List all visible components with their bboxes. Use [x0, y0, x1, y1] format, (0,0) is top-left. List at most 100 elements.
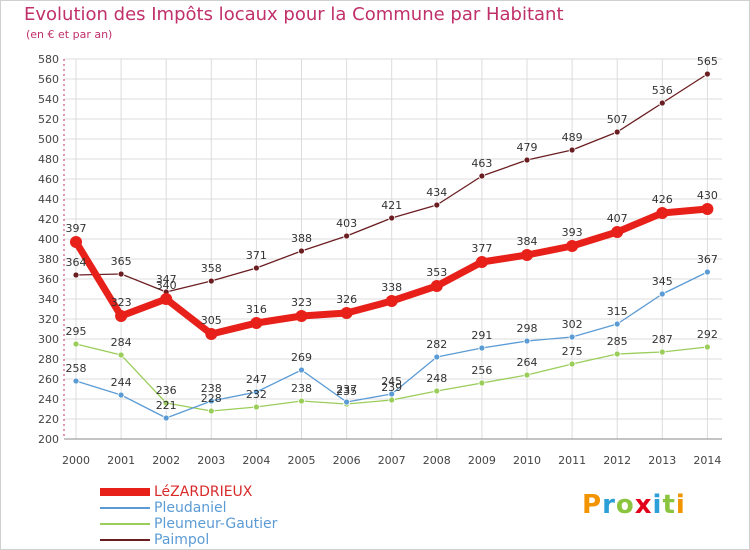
legend-item: LéZARDRIEUX — [100, 484, 277, 500]
data-point — [478, 379, 486, 387]
y-tick-label: 300 — [38, 333, 59, 346]
data-label: 244 — [111, 376, 132, 389]
data-label: 258 — [66, 362, 87, 375]
data-point — [160, 293, 173, 305]
data-label: 421 — [381, 199, 402, 212]
data-point — [478, 344, 486, 352]
data-label: 358 — [201, 262, 222, 275]
x-tick-label: 2014 — [693, 454, 721, 467]
x-tick-label: 2010 — [513, 454, 541, 467]
data-label: 256 — [471, 364, 492, 377]
plot-area — [64, 59, 722, 439]
legend-label: Pleudaniel — [154, 500, 227, 516]
data-label: 235 — [336, 385, 357, 398]
data-point — [117, 351, 125, 359]
data-label: 365 — [111, 255, 132, 268]
data-point — [613, 320, 621, 328]
logo-letter: t — [662, 490, 676, 520]
data-point — [72, 340, 80, 348]
x-tick-label: 2008 — [423, 454, 451, 467]
chart-title: Evolution des Impôts locaux pour la Comm… — [24, 4, 564, 25]
x-tick-label: 2001 — [107, 454, 135, 467]
data-point — [343, 232, 351, 240]
x-tick-label: 2003 — [197, 454, 225, 467]
data-label: 384 — [517, 235, 538, 248]
legend-label: Pleumeur-Gautier — [154, 516, 278, 532]
data-point — [298, 247, 305, 255]
data-point — [701, 203, 714, 215]
data-point — [298, 366, 305, 374]
data-point — [252, 403, 260, 411]
y-tick-label: 400 — [38, 233, 59, 246]
data-point — [298, 397, 305, 405]
data-point — [568, 333, 576, 341]
x-tick-label: 2011 — [558, 454, 586, 467]
data-label: 565 — [697, 55, 718, 68]
data-point — [117, 270, 125, 278]
data-label: 221 — [156, 399, 177, 412]
data-label: 228 — [201, 392, 222, 405]
x-tick-label: 2005 — [288, 454, 316, 467]
data-point — [207, 407, 215, 415]
data-point — [523, 156, 531, 164]
y-tick-label: 280 — [38, 353, 59, 366]
data-point — [162, 414, 170, 422]
data-label: 364 — [66, 256, 87, 269]
data-label: 269 — [291, 351, 312, 364]
data-point — [388, 396, 396, 404]
legend-swatch — [100, 539, 150, 541]
y-tick-label: 260 — [38, 373, 59, 386]
data-point — [658, 290, 666, 298]
legend-swatch — [100, 488, 150, 496]
data-label: 388 — [291, 232, 312, 245]
data-point — [433, 353, 441, 361]
legend-item: Paimpol — [100, 532, 277, 548]
legend-swatch — [100, 507, 150, 509]
data-label: 245 — [381, 375, 402, 388]
data-point — [117, 391, 125, 399]
data-label: 302 — [562, 318, 583, 331]
data-label: 275 — [562, 345, 583, 358]
data-label: 434 — [426, 186, 447, 199]
data-label: 305 — [201, 314, 222, 327]
data-point — [613, 128, 621, 136]
data-label: 367 — [697, 253, 718, 266]
data-label: 345 — [652, 275, 673, 288]
data-point — [475, 256, 488, 268]
data-point — [523, 371, 531, 379]
data-label: 282 — [426, 338, 447, 351]
data-label: 237 — [336, 383, 357, 396]
data-point — [566, 240, 579, 252]
data-point — [521, 249, 533, 261]
data-label: 315 — [607, 305, 628, 318]
data-point — [385, 295, 398, 307]
logo-letter: o — [615, 490, 635, 520]
y-tick-label: 580 — [38, 53, 59, 66]
x-tick-label: 2012 — [603, 454, 631, 467]
data-label: 247 — [246, 373, 267, 386]
data-point — [658, 99, 666, 107]
data-point — [70, 236, 82, 248]
data-label: 536 — [652, 84, 673, 97]
data-label: 407 — [607, 212, 628, 225]
y-tick-label: 360 — [38, 273, 59, 286]
data-label: 479 — [517, 141, 538, 154]
legend-swatch — [100, 523, 150, 525]
y-tick-label: 200 — [38, 433, 59, 446]
data-label: 285 — [607, 335, 628, 348]
x-tick-label: 2000 — [62, 454, 90, 467]
data-point — [205, 328, 218, 340]
x-tick-label: 2004 — [242, 454, 270, 467]
data-label: 463 — [471, 157, 492, 170]
x-tick-label: 2006 — [333, 454, 361, 467]
data-point — [611, 226, 624, 238]
data-label: 403 — [336, 217, 357, 230]
data-point — [433, 387, 441, 395]
data-label: 326 — [336, 293, 357, 306]
data-label: 323 — [291, 296, 312, 309]
proxiti-logo: Proxiti — [582, 490, 686, 520]
data-label: 489 — [562, 131, 583, 144]
data-label: 248 — [426, 372, 447, 385]
y-tick-label: 420 — [38, 213, 59, 226]
